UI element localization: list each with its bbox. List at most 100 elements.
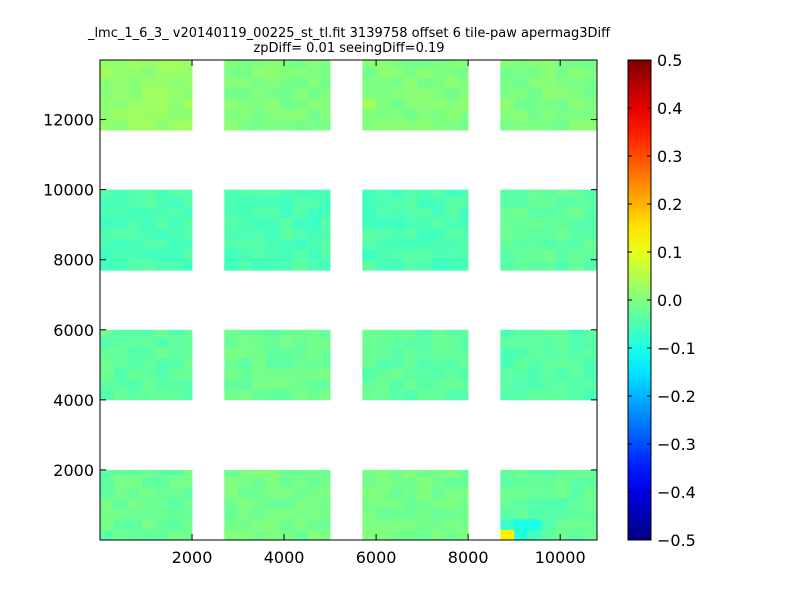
heatmap-cell [293, 389, 308, 401]
heatmap-cell [583, 189, 598, 198]
heatmap-cell [403, 238, 418, 250]
heatmap-cell [541, 98, 556, 110]
heatmap-cell [238, 336, 253, 348]
heatmap-cell [307, 476, 322, 488]
heatmap-cell [417, 476, 432, 488]
heatmap-cell [527, 259, 543, 271]
heatmap-cell [541, 67, 556, 78]
heatmap-cell [500, 196, 515, 208]
heatmap-cell [569, 518, 584, 530]
heatmap-cell [100, 378, 115, 390]
heatmap-cell [458, 336, 469, 348]
heatmap-cell [113, 67, 129, 78]
heatmap-cell [182, 508, 193, 520]
heatmap-cell [389, 67, 405, 78]
heatmap-cell [265, 357, 280, 369]
heatmap-cell [417, 259, 432, 271]
heatmap-cell [569, 469, 584, 478]
heatmap-cell [169, 207, 184, 219]
heatmap-cell [113, 487, 129, 499]
heatmap-cell [569, 336, 584, 348]
heatmap-cell [141, 207, 156, 219]
heatmap-cell [431, 67, 446, 78]
heatmap-cell [541, 119, 556, 131]
heatmap-cell [431, 196, 446, 208]
heatmap-cell [527, 109, 543, 120]
heatmap-cell [238, 487, 253, 499]
heatmap-cell [251, 119, 267, 131]
heatmap-cell [445, 67, 460, 78]
heatmap-cell [458, 469, 469, 478]
heatmap-cell [403, 88, 418, 99]
heatmap-cell [403, 336, 418, 348]
heatmap-cell [514, 487, 529, 499]
heatmap-cell [376, 88, 391, 99]
chart-subtitle: zpDiff= 0.01 seeingDiff=0.19 [253, 41, 444, 56]
heatmap-cell [251, 88, 267, 99]
heatmap-cell [514, 77, 529, 89]
heatmap-cell [389, 336, 405, 348]
heatmap-cell [403, 368, 418, 380]
heatmap-cell [376, 378, 391, 390]
heatmap-cell [155, 518, 170, 530]
heatmap-cell [279, 357, 294, 369]
heatmap-cell [500, 329, 515, 338]
heatmap-cell [127, 67, 142, 78]
heatmap-cell [583, 389, 598, 401]
heatmap-cell [376, 207, 391, 219]
heatmap-cell [403, 329, 418, 338]
heatmap-cell [293, 497, 308, 509]
heatmap-cell [307, 469, 322, 478]
heatmap-cell [265, 329, 280, 338]
heatmap-cell [155, 389, 170, 401]
heatmap-cell [514, 109, 529, 120]
heatmap-cell [403, 347, 418, 359]
heatmap-cell [224, 347, 239, 359]
heatmap-cell [514, 60, 529, 68]
heatmap-cell [569, 60, 584, 68]
heatmap-cell [514, 378, 529, 390]
heatmap-cell [555, 77, 570, 89]
heatmap-cell [376, 228, 391, 240]
heatmap-cell [362, 518, 377, 530]
heatmap-cell [238, 98, 253, 110]
heatmap-cell [417, 487, 432, 499]
heatmap-cell [555, 259, 570, 271]
heatmap-cell [100, 259, 115, 271]
heatmap-cell [417, 228, 432, 240]
heatmap-cell [307, 60, 322, 68]
heatmap-cell [113, 60, 129, 68]
heatmap-cell [514, 476, 529, 488]
heatmap-cell [265, 529, 280, 541]
heatmap-cell [431, 189, 446, 198]
heatmap-cell [514, 228, 529, 240]
heatmap-cell [320, 196, 331, 208]
heatmap-cell [376, 508, 391, 520]
heatmap-cell [155, 357, 170, 369]
heatmap-cell [100, 329, 115, 338]
heatmap-cell [362, 207, 377, 219]
heatmap-cell [362, 88, 377, 99]
heatmap-cell [320, 329, 331, 338]
heatmap-cell [127, 368, 142, 380]
heatmap-cell [224, 217, 239, 229]
heatmap-cell [431, 238, 446, 250]
heatmap-cell [445, 238, 460, 250]
heatmap-cell [541, 228, 556, 240]
heatmap-cell [500, 217, 515, 229]
heatmap-cell [113, 529, 129, 541]
heatmap-cell [445, 389, 460, 401]
heatmap-cell [376, 189, 391, 198]
heatmap-cell [279, 196, 294, 208]
heatmap-cell [389, 238, 405, 250]
x-tick-label: 2000 [172, 548, 213, 567]
heatmap-cell [527, 77, 543, 89]
heatmap-cell [169, 189, 184, 198]
heatmap-cell [431, 119, 446, 131]
heatmap-cell [100, 249, 115, 261]
heatmap-cell [389, 259, 405, 271]
heatmap-cell [238, 228, 253, 240]
heatmap-cell [293, 228, 308, 240]
heatmap-cell [141, 508, 156, 520]
heatmap-cell [514, 529, 529, 541]
